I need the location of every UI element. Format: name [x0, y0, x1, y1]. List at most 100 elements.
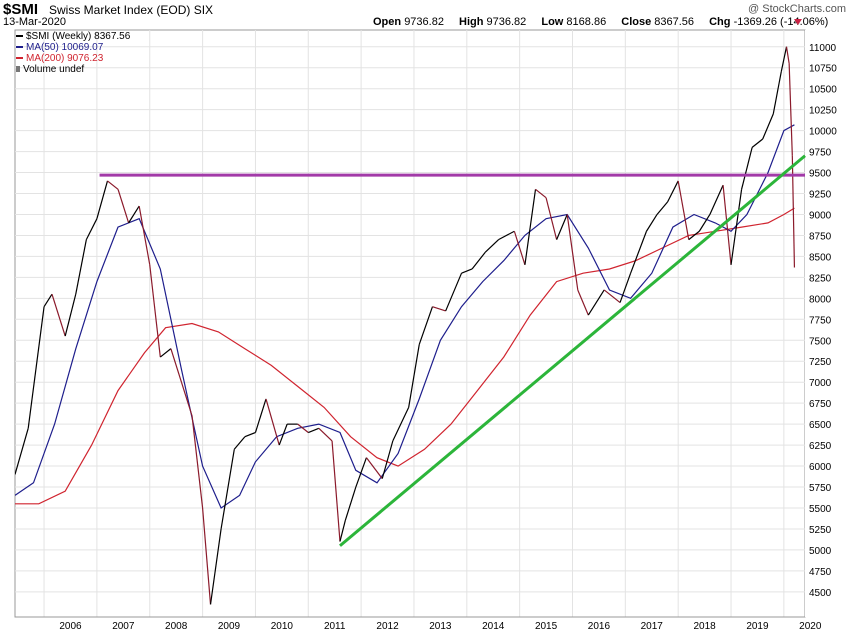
low-value: 8168.86 [566, 16, 607, 28]
price-segment [688, 230, 700, 241]
price-segment [75, 239, 87, 295]
ticker-symbol[interactable]: $SMI [3, 1, 39, 18]
x-tick-label: 2012 [376, 621, 399, 632]
x-tick-label: 2013 [429, 621, 452, 632]
y-tick-label: 6000 [809, 462, 832, 473]
price-segment [159, 348, 172, 358]
legend-price: $SMI (Weekly) 8367.56 [16, 31, 130, 42]
y-tick-label: 9000 [809, 210, 832, 221]
price-segment [355, 457, 367, 488]
price-segment [128, 205, 140, 224]
price-segment [741, 147, 753, 190]
y-tick-label: 6250 [809, 441, 832, 452]
down-arrow-icon [794, 19, 802, 25]
trend-line [339, 154, 806, 547]
price-segment [471, 251, 486, 270]
y-tick-label: 8250 [809, 273, 832, 284]
price-segment [524, 189, 537, 265]
price-segment [138, 205, 151, 265]
y-tick-label: 9500 [809, 169, 832, 180]
open-value: 9736.82 [404, 16, 444, 28]
high-value: 9736.82 [486, 16, 527, 28]
legend-volume-label: Volume undef [23, 64, 85, 75]
open-label: Open [373, 16, 402, 28]
close-value: 8367.56 [654, 16, 695, 28]
x-tick-label: 2007 [112, 621, 135, 632]
price-segment [603, 289, 621, 304]
price-segment [365, 457, 383, 479]
price-segment [344, 486, 357, 521]
legend-ma200: MA(200) 9076.23 [16, 53, 130, 64]
y-tick-label: 7500 [809, 336, 832, 347]
price-segment [445, 272, 463, 312]
price-segment [244, 431, 256, 438]
price-segment [27, 306, 45, 429]
price-segment [513, 231, 526, 265]
price-segment [535, 188, 547, 199]
y-tick-label: 7000 [809, 378, 832, 389]
ma200-line [15, 207, 795, 505]
index-name: Swiss Market Index (EOD) SIX [49, 3, 213, 17]
high-label: High [459, 16, 484, 28]
price-segment [751, 138, 764, 148]
ohlc-summary: Open 9736.82 High 9736.82 Low 8168.86 Cl… [373, 16, 840, 28]
price-segment [545, 197, 558, 240]
price-segment [180, 382, 193, 416]
x-tick-label: 2008 [165, 621, 188, 632]
price-segment [117, 189, 130, 224]
y-tick-label: 10000 [809, 127, 837, 138]
x-tick-label: 2011 [324, 621, 346, 632]
y-tick-label: 8500 [809, 252, 832, 263]
close-label: Close [621, 16, 652, 28]
y-tick-label: 8000 [809, 294, 832, 305]
price-segment [698, 214, 711, 232]
y-tick-label: 5750 [809, 483, 832, 494]
price-segment [418, 306, 434, 345]
price-segment [722, 185, 732, 265]
price-segment [780, 46, 788, 73]
ma50-line [15, 124, 795, 509]
legend-ma50-label: MA(50) 10069.07 [26, 42, 104, 53]
price-segment [667, 180, 679, 203]
price-segment [577, 289, 589, 316]
y-tick-label: 6750 [809, 399, 832, 410]
stockcharts-credit[interactable]: @ StockCharts.com [748, 3, 846, 15]
as-of-date: 13-Mar-2020 [3, 16, 66, 28]
y-tick-label: 9750 [809, 148, 832, 159]
price-segment [51, 293, 66, 337]
x-tick-label: 2015 [535, 621, 558, 632]
legend-price-label: $SMI (Weekly) 8367.56 [26, 31, 131, 42]
x-tick-label: 2017 [641, 621, 664, 632]
price-segment [498, 230, 515, 241]
price-segment [788, 63, 793, 156]
y-tick-label: 8750 [809, 231, 832, 242]
x-tick-label: 2016 [588, 621, 611, 632]
price-segment [331, 440, 341, 542]
y-tick-label: 4750 [809, 567, 832, 578]
x-tick-label: 2014 [482, 621, 505, 632]
price-segment [318, 427, 333, 442]
price-segment [645, 214, 658, 232]
index-title: Swiss Market Index (EOD) [49, 3, 191, 17]
y-tick-label: 9250 [809, 190, 832, 201]
price-segment [461, 268, 473, 274]
price-segment [278, 423, 288, 446]
price-segment [96, 180, 109, 219]
legend-ma50: MA(50) 10069.07 [16, 42, 130, 53]
y-tick-label: 6500 [809, 420, 832, 431]
chart-header: $SMI Swiss Market Index (EOD) SIX 13-Mar… [0, 0, 850, 30]
price-segment [392, 407, 410, 442]
chg-value: -1369.26 (-14.06%) [733, 16, 829, 28]
y-axis-panel [805, 30, 850, 617]
price-segment [677, 180, 690, 240]
price-segment [220, 449, 235, 530]
price-segment [785, 46, 790, 64]
price-segment [64, 294, 77, 337]
x-tick-label: 2018 [693, 621, 716, 632]
chg-label: Chg [709, 16, 731, 28]
price-segment [254, 398, 267, 433]
price-segment [265, 398, 280, 446]
price-segment [209, 528, 222, 605]
y-tick-label: 5500 [809, 504, 832, 515]
